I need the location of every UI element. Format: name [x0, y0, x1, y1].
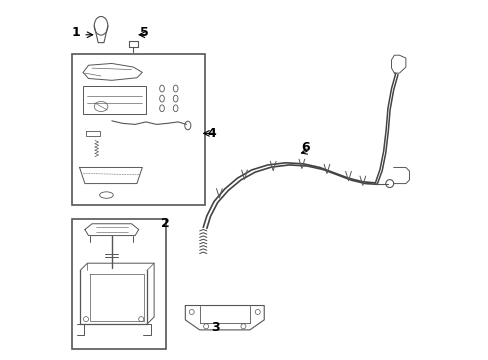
Bar	[72, 220, 165, 348]
Text: 3: 3	[211, 320, 220, 333]
Text: 1: 1	[71, 27, 80, 40]
Text: 4: 4	[207, 127, 216, 140]
Text: 6: 6	[301, 141, 309, 154]
Bar	[72, 54, 204, 205]
Bar	[83, 86, 145, 114]
Text: 2: 2	[161, 216, 170, 230]
Text: 5: 5	[140, 27, 148, 40]
